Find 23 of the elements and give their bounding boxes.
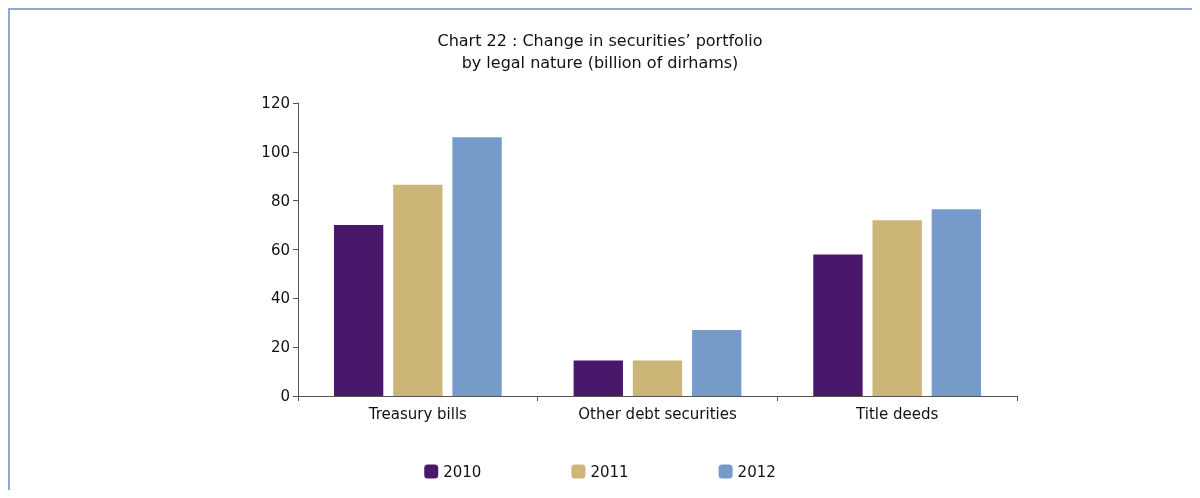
bar [813,254,863,396]
y-tick-label: 20 [270,338,290,357]
bar [931,209,982,396]
x-tick-label: Treasury bills [367,404,468,423]
bar [872,220,922,396]
bar [573,360,623,396]
chart-title: Chart 22 : Change in securities’ portfolio by legal nature (billion of dirhams) [437,30,763,72]
y-tick-label: 40 [270,289,290,308]
bar [333,225,384,396]
bar [452,137,502,396]
bar [632,360,683,396]
x-tick-label: Other debt securities [578,404,737,423]
y-tick-label: 80 [270,191,290,210]
legend-label: 2010 [443,462,482,481]
bar [393,184,443,396]
legend-label: 2012 [737,462,776,481]
x-tick-label: Title deeds [855,404,939,423]
y-tick-label: 0 [280,387,290,405]
y-tick-label: 100 [261,142,290,161]
y-tick-label: 120 [261,94,290,112]
legend-label: 2011 [590,462,629,481]
bar [692,330,742,396]
y-tick-label: 60 [270,240,290,259]
